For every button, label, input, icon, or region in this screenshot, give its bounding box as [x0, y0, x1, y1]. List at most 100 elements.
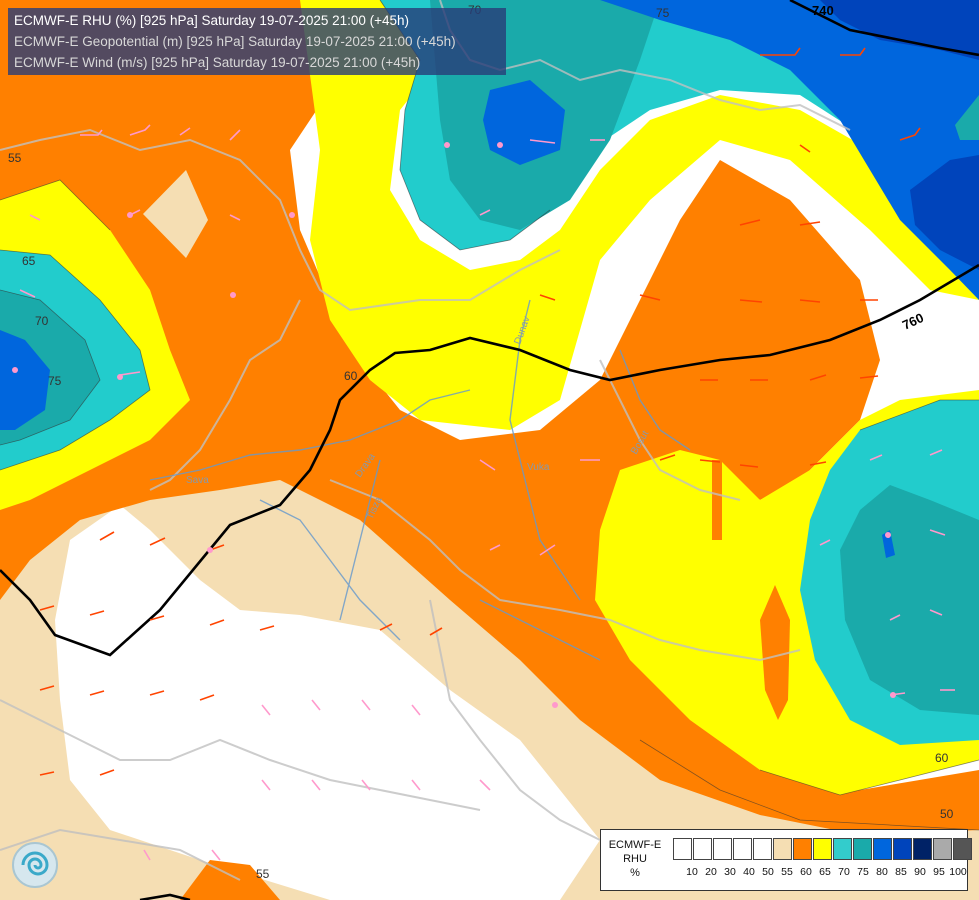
wind-barb	[19, 289, 36, 298]
calm-wind-marker	[127, 212, 133, 218]
wind-barb	[489, 544, 501, 551]
legend-swatch	[893, 838, 912, 860]
wind-barb	[99, 769, 115, 776]
contour-label: 75	[48, 374, 62, 388]
wind-barb	[311, 699, 321, 711]
legend-swatch	[733, 838, 752, 860]
contour-label: 65	[22, 254, 36, 268]
wind-barb	[143, 849, 151, 861]
wind-barb	[479, 209, 491, 216]
rhu-area-65-north	[300, 0, 979, 430]
contour-label: 50	[940, 807, 954, 821]
calm-wind-marker	[497, 142, 503, 148]
legend-swatch	[953, 838, 972, 860]
legend-ticks: 10 20 30 40 50 55 60 65 70 75 80 85 90 95 100	[673, 866, 967, 880]
wind-barb	[869, 454, 883, 461]
wind-barb	[479, 459, 496, 471]
legend: ECMWF-E RHU % 10 20 30 40 50 55 60 65 70 75 80 85 90…	[600, 829, 972, 891]
wind-barb	[229, 129, 241, 141]
wind-barb	[29, 214, 41, 221]
wind-barb	[809, 461, 827, 466]
rhu-area-85-east	[910, 155, 979, 270]
calm-wind-marker	[12, 367, 18, 373]
wind-barb	[529, 139, 556, 144]
legend-swatch	[813, 838, 832, 860]
rivers	[149, 299, 691, 661]
contour-label: 70	[35, 314, 49, 328]
legend-tick: 80	[876, 866, 888, 878]
legend-swatch	[913, 838, 932, 860]
title-rhu: ECMWF-E RHU (%) [925 hPa] Saturday 19-07…	[14, 13, 410, 28]
legend-swatch	[773, 838, 792, 860]
river-label: Sava	[186, 475, 209, 486]
wind-barb	[840, 47, 866, 56]
title-box: ECMWF-E RHU (%) [925 hPa] Saturday 19-07…	[8, 8, 506, 75]
legend-tick: 50	[762, 866, 774, 878]
calm-wind-marker	[444, 142, 450, 148]
wind-barb	[89, 610, 105, 616]
legend-swatch	[853, 838, 872, 860]
rhu-area-75-southeast	[840, 485, 979, 715]
legend-tick: 85	[895, 866, 907, 878]
title-wind: ECMWF-E Wind (m/s) [925 hPa] Saturday 19…	[14, 55, 421, 70]
wind-barb	[149, 690, 165, 696]
legend-label: ECMWF-E RHU %	[605, 838, 665, 880]
rhu-area-80-north	[483, 80, 565, 165]
contour-label: 740	[812, 3, 834, 18]
rhu-area-80-northeast	[600, 0, 979, 300]
legend-swatches	[673, 838, 973, 860]
wind-barb	[179, 127, 191, 136]
contour-labels: 740 760 55 65 70 75 60 70 75 50 60 55	[8, 3, 954, 881]
legend-tick: 40	[743, 866, 755, 878]
contour-label: 60	[935, 751, 949, 765]
wind-barb	[149, 537, 166, 546]
wind-barb	[799, 299, 821, 303]
river-label: Vuka	[527, 462, 550, 473]
legend-tick: 20	[705, 866, 717, 878]
wind-barb	[361, 779, 371, 791]
wind-barb	[411, 779, 421, 791]
wind-barb	[699, 459, 721, 463]
rhu-area-80-southeast	[882, 530, 895, 558]
calm-wind-marker	[885, 532, 891, 538]
rhu-area-60	[0, 0, 979, 835]
wind-barb	[89, 690, 105, 696]
ecmwf-logo-icon	[12, 842, 58, 888]
legend-swatch	[693, 838, 712, 860]
legend-tick: 60	[800, 866, 812, 878]
wind-barb	[361, 699, 371, 711]
wind-barb	[311, 779, 321, 791]
wind-barb	[739, 219, 761, 226]
wind-barb	[99, 531, 115, 541]
wind-barb	[819, 539, 831, 546]
wind-barbs	[12, 47, 955, 861]
wind-barb	[259, 625, 275, 631]
contour-label: 55	[256, 867, 270, 881]
legend-tick: 10	[686, 866, 698, 878]
rhu-area-85-northeast	[820, 0, 979, 60]
wind-barb	[129, 124, 151, 136]
wind-barb	[739, 299, 763, 303]
legend-swatch	[713, 838, 732, 860]
wind-barb	[479, 779, 491, 791]
contour-label: 60	[344, 369, 358, 383]
country-borders	[0, 0, 851, 881]
legend-label-line: %	[630, 867, 640, 879]
calm-wind-marker	[289, 212, 295, 218]
legend-tick: 30	[724, 866, 736, 878]
legend-tick: 90	[914, 866, 926, 878]
wind-barb	[659, 454, 676, 461]
contour-label: 75	[656, 6, 670, 20]
legend-tick: 55	[781, 866, 793, 878]
wind-barb	[229, 214, 241, 221]
wind-barb	[859, 375, 879, 379]
wind-barb	[799, 144, 811, 153]
wind-barb	[429, 627, 443, 636]
calm-wind-marker	[552, 702, 558, 708]
rhu-area-55-diamond	[143, 170, 208, 258]
wind-barb	[39, 605, 55, 611]
wind-barb	[211, 849, 221, 861]
wind-barb	[199, 694, 215, 701]
rhu-area-80-west	[0, 330, 50, 430]
